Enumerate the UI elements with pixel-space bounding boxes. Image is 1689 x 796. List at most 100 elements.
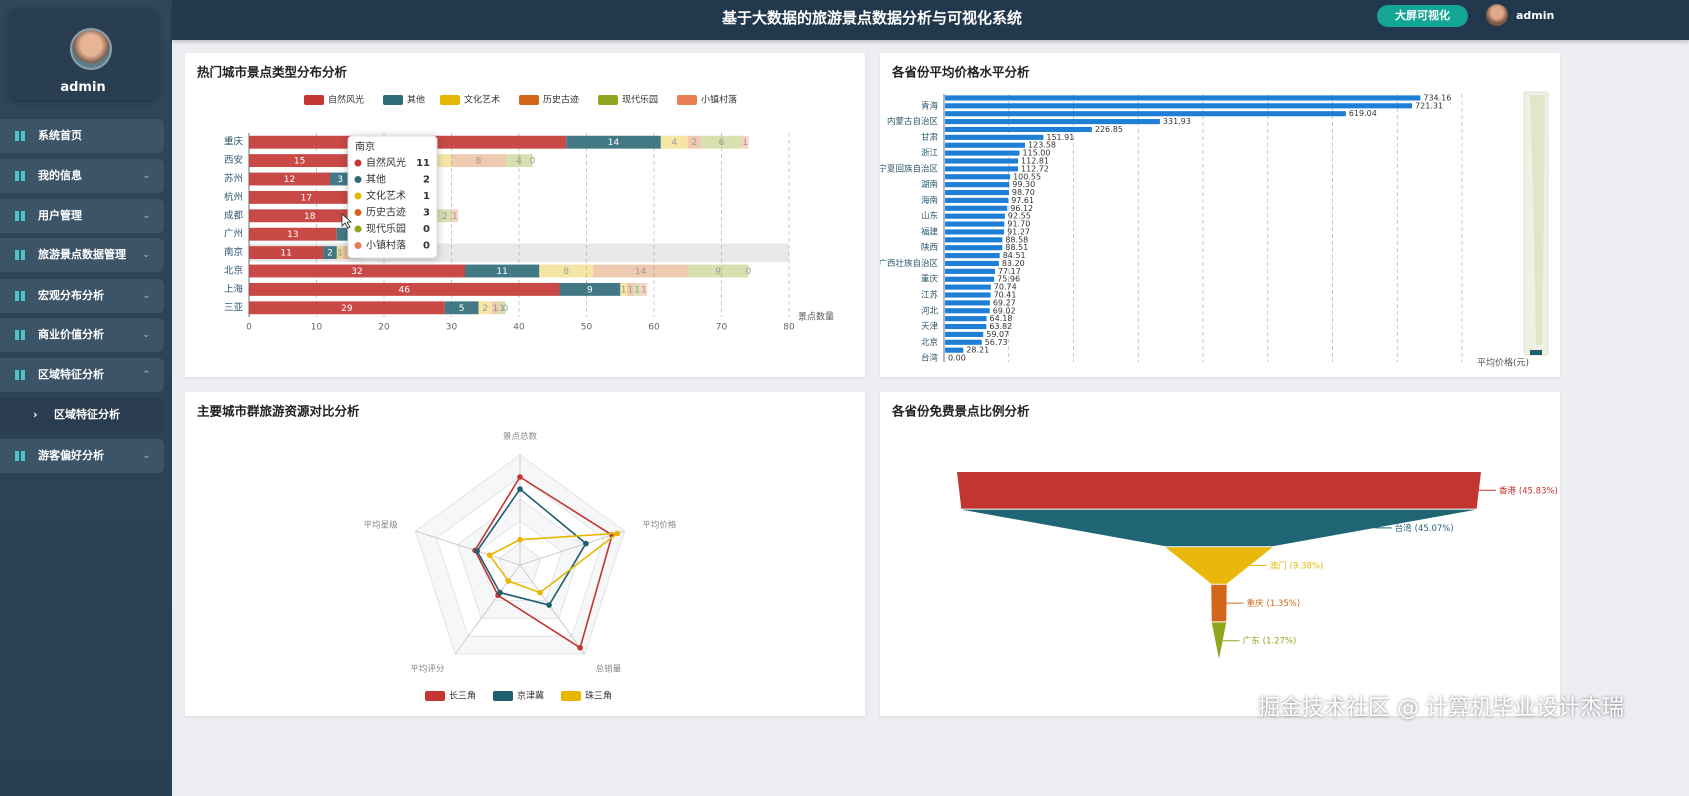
bar-segment: [559, 282, 621, 296]
bar-value-label: 69.27: [993, 298, 1016, 307]
menu-item[interactable]: 游客偏好分析 ⌄: [0, 439, 164, 473]
bar-value-label: 13: [287, 230, 298, 240]
bar-value-label: 18: [304, 212, 316, 222]
bar: [945, 284, 991, 290]
bar-segment: [687, 264, 749, 278]
submenu-item[interactable]: › 区域特征分析: [0, 398, 164, 432]
tooltip-value: 0: [423, 241, 430, 252]
y-tick-label: 青海: [921, 100, 939, 111]
bar-value-label: 1: [641, 285, 647, 295]
funnel-label: 广东 (1.27%): [1243, 635, 1297, 646]
x-tick-label: 50: [581, 323, 593, 333]
bar-segment: [444, 301, 479, 315]
chart-title: 各省份免费景点比例分析: [891, 404, 1030, 419]
bar: [945, 189, 1009, 196]
legend-swatch: [493, 691, 513, 701]
bar-segment: [539, 264, 594, 278]
user-menu[interactable]: admin: [1516, 9, 1555, 22]
menu-arrow: ⌄: [142, 250, 150, 260]
bar: [945, 126, 1092, 133]
radar-point: [614, 530, 621, 537]
bar-segment: [627, 282, 634, 296]
chart-title: 主要城市群旅游资源对比分析: [197, 404, 360, 419]
legend-label: 珠三角: [585, 690, 612, 702]
bar: [945, 95, 1421, 101]
y-tick-label: 广州: [224, 228, 243, 240]
menu-item[interactable]: 我的信息 ⌄: [0, 159, 164, 193]
radar-indicator: 平均评分: [410, 664, 445, 675]
bar-value-label: 112.81: [1021, 157, 1049, 166]
funnel-label-name: 澳门: [1270, 560, 1287, 571]
y-tick-label: 浙江: [921, 148, 939, 159]
bar-value-label: 112.72: [1021, 164, 1049, 173]
radar-point: [517, 536, 523, 543]
radar-indicator: 平均星级: [364, 520, 399, 531]
bar-segment: [451, 209, 459, 223]
menu-item[interactable]: 用户管理 ⌄: [0, 199, 164, 233]
bar: [945, 182, 1010, 188]
menu-item[interactable]: 系统首页: [0, 119, 164, 153]
radar-point: [577, 644, 583, 651]
y-tick-label: 海南: [921, 195, 938, 206]
menu-item[interactable]: 宏观分布分析 ⌄: [0, 279, 164, 313]
bar-segment: [465, 264, 540, 278]
bar-value-label: 8: [476, 157, 482, 167]
radar-indicator: 总销量: [596, 664, 622, 675]
menu-item[interactable]: 区域特征分析 ⌃: [0, 358, 164, 392]
bar: [945, 308, 990, 314]
y-tick-label: 三亚: [224, 302, 244, 313]
radar-spoke: [519, 564, 586, 655]
bar-value-label: 0: [530, 157, 536, 167]
funnel-segment: [1211, 622, 1227, 659]
bar: [945, 245, 1003, 251]
tooltip-name: 自然风光: [366, 156, 406, 169]
bar: [945, 166, 1018, 172]
menu-item[interactable]: 商业价值分析 ⌄: [0, 318, 164, 352]
legend-swatch: [561, 691, 581, 701]
bar-value-label: 721.31: [1415, 101, 1443, 110]
funnel-label-name: 台湾: [1395, 522, 1413, 533]
bar-value-label: 92.55: [1008, 212, 1031, 221]
bar-value-label: 15: [294, 157, 305, 167]
radar-indicator: 景点总数: [503, 431, 538, 442]
y-tick-label: 湖南: [921, 179, 938, 190]
tooltip-dot: [354, 225, 362, 233]
bar-value-label: 99.30: [1012, 180, 1035, 189]
bar-value-label: 32: [351, 267, 362, 277]
funnel-label-value: (9.38%): [1290, 561, 1324, 571]
legend-swatch: [440, 95, 460, 105]
y-tick-label: 河北: [921, 305, 939, 316]
menu-item[interactable]: 旅游景点数据管理 ⌄: [0, 238, 164, 272]
user-avatar[interactable]: [1486, 4, 1508, 26]
tooltip-name: 现代乐园: [366, 223, 406, 235]
fullscreen-button[interactable]: 大屏可视化: [1377, 5, 1468, 27]
bar-segment: [620, 282, 627, 296]
bar: [945, 300, 990, 306]
menu-arrow: ⌄: [142, 451, 150, 461]
x-axis-name: 景点数量: [798, 311, 834, 323]
menu-icon: [15, 451, 25, 461]
y-tick-label: 重庆: [921, 274, 939, 285]
legend-swatch: [598, 95, 618, 105]
bar: [945, 237, 1003, 243]
bar-segment: [438, 209, 452, 223]
bar-segment: [249, 172, 330, 186]
tooltip-dot: [354, 209, 362, 216]
bar-segment: [249, 264, 465, 278]
y-tick-label: 内蒙古自治区: [887, 116, 939, 127]
bar-segment: [249, 301, 445, 315]
chart-panel: 各省份平均价格水平分析 平均价格(元) 青海 内蒙古自治区 甘肃 浙江 宁夏回族自治区 湖南海…: [880, 53, 1560, 377]
bar-value-label: 0.00: [948, 354, 966, 363]
bar: [945, 150, 1020, 156]
funnel-label: 台湾 (45.07%): [1395, 522, 1454, 533]
x-tick-label: 60: [648, 323, 660, 333]
radar-indicator: 平均价格: [642, 520, 677, 531]
radar-line: [474, 475, 613, 650]
menu-arrow: ⌄: [142, 211, 150, 221]
bar: [945, 323, 987, 330]
funnel-label-value: (45.83%): [1519, 486, 1558, 496]
tooltip-name: 小镇村落: [366, 239, 406, 252]
bar: [945, 268, 995, 274]
bar-segment: [323, 246, 337, 260]
